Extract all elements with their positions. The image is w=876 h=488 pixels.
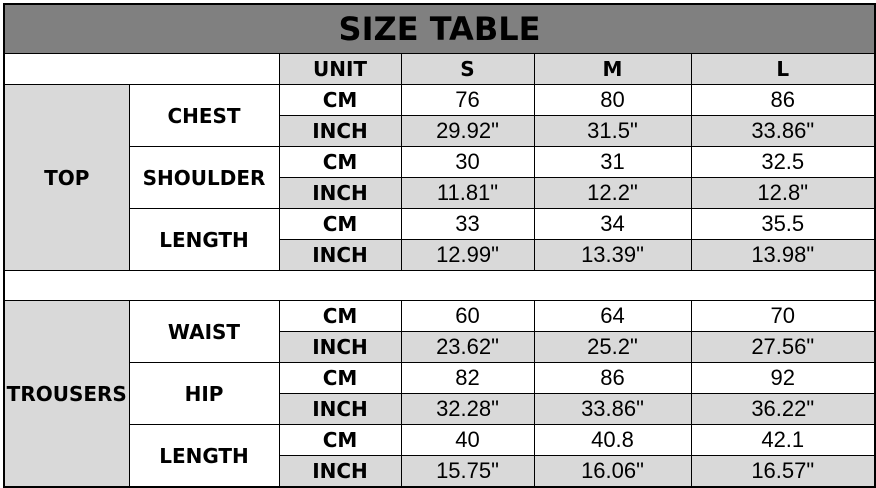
unit-cell: CM [278,362,402,394]
table-row: TROUSERS WAIST CM 60 64 70 [3,300,876,488]
table-row: INCH 15.75" 16.06" 16.57" [4,455,876,488]
value-cell: 32.5 [690,146,876,178]
spacer-cell [3,270,876,301]
value-cell: 86 [533,362,692,394]
value-cell: 60 [400,300,535,332]
table-row: HIP CM 82 86 92 [4,362,876,425]
measure-label: SHOULDER [128,146,280,209]
value-cell: 30 [400,146,535,178]
unit-cell: INCH [278,331,402,363]
table-title: SIZE TABLE [3,3,876,54]
value-cell: 42.1 [690,424,876,456]
value-cell: 36.22" [690,393,876,425]
value-cell: 32.28" [400,393,535,425]
section-label: TROUSERS [3,300,130,488]
value-cell: 23.62" [400,331,535,363]
value-cell: 40.8 [533,424,692,456]
spacer-row [3,270,876,301]
unit-cell: INCH [278,239,402,271]
measure-label: HIP [128,362,280,425]
table-row: INCH 32.28" 33.86" 36.22" [4,393,876,425]
title-row: SIZE TABLE [3,3,876,54]
value-cell: 16.06" [533,455,692,488]
header-size-s: S [400,53,535,85]
measure-label: LENGTH [128,208,280,271]
table-row: INCH 29.92" 31.5" 33.86" [4,115,876,147]
header-size-l: L [690,53,876,85]
table-row: SHOULDER CM 30 31 32.5 [4,146,876,209]
unit-cell: CM [278,84,402,116]
value-cell: 82 [400,362,535,394]
size-table: SIZE TABLE UNIT S M L TOP CHEST CM 76 80 86 IN… [3,3,876,488]
value-cell: 80 [533,84,692,116]
value-cell: 70 [690,300,876,332]
value-cell: 12.2" [533,177,692,209]
value-cell: 25.2" [533,331,692,363]
header-row: UNIT S M L [3,53,876,85]
header-unit: UNIT [278,53,402,85]
value-cell: 86 [690,84,876,116]
measure-label: LENGTH [128,424,280,488]
header-size-m: M [533,53,692,85]
value-cell: 27.56" [690,331,876,363]
value-cell: 15.75" [400,455,535,488]
table-row: INCH 12.99" 13.39" 13.98" [4,239,876,271]
value-cell: 12.99" [400,239,535,271]
value-cell: 12.8" [690,177,876,209]
measure-label: WAIST [128,300,280,363]
unit-cell: INCH [278,393,402,425]
value-cell: 13.39" [533,239,692,271]
value-cell: 33 [400,208,535,240]
value-cell: 92 [690,362,876,394]
unit-cell: INCH [278,177,402,209]
unit-cell: CM [278,300,402,332]
value-cell: 31 [533,146,692,178]
value-cell: 29.92" [400,115,535,147]
value-cell: 33.86" [533,393,692,425]
value-cell: 64 [533,300,692,332]
value-cell: 35.5 [690,208,876,240]
value-cell: 40 [400,424,535,456]
unit-cell: INCH [278,115,402,147]
value-cell: 34 [533,208,692,240]
value-cell: 76 [400,84,535,116]
value-cell: 33.86" [690,115,876,147]
value-cell: 16.57" [690,455,876,488]
unit-cell: CM [278,146,402,178]
table-row: LENGTH CM 33 34 35.5 [4,208,876,271]
value-cell: 13.98" [690,239,876,271]
measure-label: CHEST [128,84,280,147]
value-cell: 11.81" [400,177,535,209]
unit-cell: CM [278,424,402,456]
value-cell: 31.5" [533,115,692,147]
table-row: TOP CHEST CM 76 80 86 [3,84,876,271]
table-row: LENGTH CM 40 40.8 42.1 [4,424,876,488]
section-label: TOP [3,84,130,271]
unit-cell: INCH [278,455,402,488]
unit-cell: CM [278,208,402,240]
table-row: INCH 11.81" 12.2" 12.8" [4,177,876,209]
header-blank [3,53,280,85]
